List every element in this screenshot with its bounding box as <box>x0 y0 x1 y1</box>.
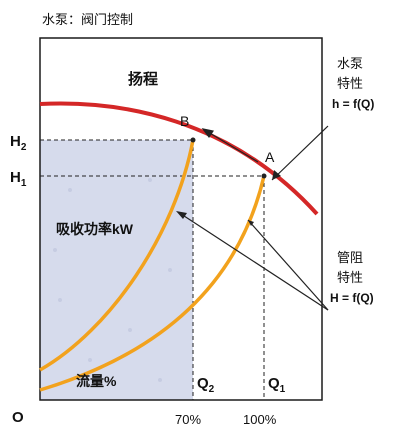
tick-100-label: 100% <box>243 412 277 427</box>
leader-arrowheads <box>176 170 281 226</box>
h1-label: H1 <box>10 169 27 189</box>
h2-base: H <box>10 133 21 150</box>
pipe-leader-b <box>177 211 329 311</box>
point-a-marker <box>261 173 267 179</box>
pipe-annotation-line3: H = f(Q) <box>330 291 374 305</box>
guide-lines <box>40 139 265 400</box>
pipe-leader-a <box>247 219 329 311</box>
q2-base: Q <box>197 375 209 392</box>
pipe-curve-b <box>39 139 195 372</box>
pipe-annotation-line1: 管阻 <box>337 250 363 265</box>
shift-arrow <box>201 128 259 163</box>
pump-leader <box>271 125 329 181</box>
page-title: 水泵：阀门控制 <box>42 12 133 27</box>
diagram-frame <box>39 37 323 401</box>
point-b-marker <box>190 137 196 143</box>
pump-annotation-line3: h = f(Q) <box>332 97 374 111</box>
pump-annotation-line2: 特性 <box>337 76 363 91</box>
pump-annotation-line1: 水泵 <box>337 56 363 71</box>
tick-70-label: 70% <box>175 412 201 427</box>
h2-subscript: 2 <box>21 142 27 153</box>
pump-leader-arrowhead <box>272 170 281 180</box>
pump-curve <box>39 101 319 216</box>
point-b-label: B <box>180 113 189 129</box>
q2-label: Q2 <box>197 375 215 395</box>
leader-lines <box>177 125 329 311</box>
pipe-leader-b-arrowhead <box>176 211 187 219</box>
q1-base: Q <box>268 375 280 392</box>
origin-label: O <box>12 409 24 426</box>
q1-subscript: 1 <box>280 384 286 395</box>
power-label: 吸收功率kW <box>56 221 134 237</box>
shaded-area <box>40 140 193 400</box>
point-a-label: A <box>265 149 275 165</box>
q2-subscript: 2 <box>209 384 215 395</box>
flow-label: 流量% <box>76 373 117 389</box>
h2-label: H2 <box>10 133 27 153</box>
pipe-annotation-line2: 特性 <box>337 270 363 285</box>
pipe-leader-a-arrowhead <box>248 220 254 226</box>
h1-subscript: 1 <box>21 178 27 189</box>
h1-base: H <box>10 169 21 186</box>
head-axis-label: 扬程 <box>128 70 158 88</box>
q1-label: Q1 <box>268 375 286 395</box>
shading-texture <box>53 178 172 382</box>
